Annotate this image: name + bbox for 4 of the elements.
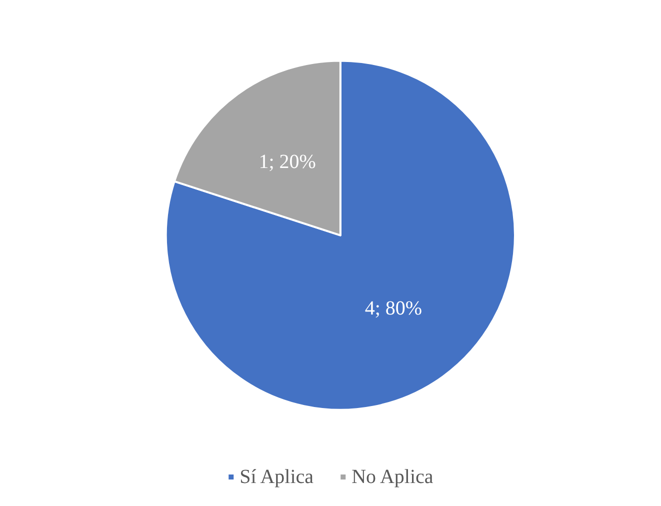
data-label: 1; 20% bbox=[258, 151, 316, 174]
data-label: 4; 80% bbox=[364, 297, 422, 320]
legend-label: Sí Aplica bbox=[240, 466, 314, 488]
legend-label: No Aplica bbox=[352, 466, 434, 488]
